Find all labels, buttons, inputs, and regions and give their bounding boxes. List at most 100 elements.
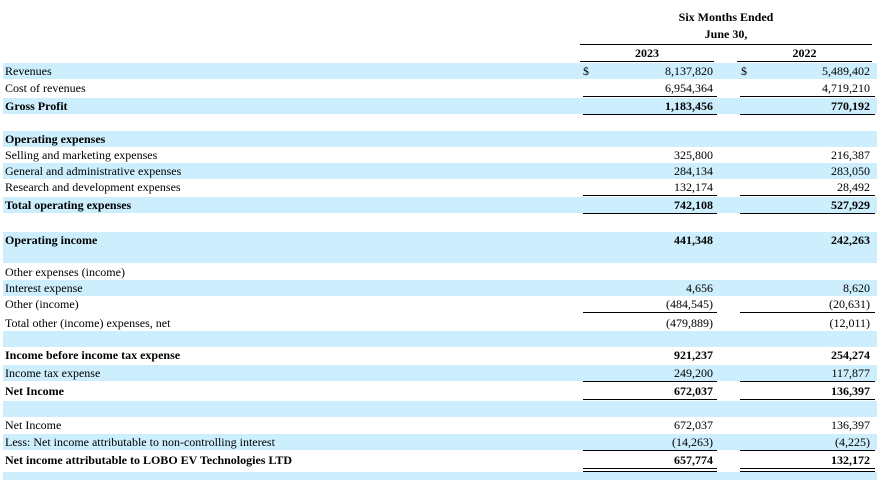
value-2023: 672,037: [674, 418, 713, 432]
spacer-row: [3, 115, 877, 131]
row-label: Other expenses (income): [5, 265, 125, 279]
value-2022: (12,011): [829, 316, 870, 330]
row-label: Revenues: [5, 64, 52, 78]
value-2023: 921,237: [674, 348, 713, 362]
value-2022: 4,719,210: [822, 81, 870, 95]
spacer-row: [3, 214, 877, 230]
row-label: Interest expense: [5, 281, 83, 295]
double-underline-rule: [740, 468, 875, 472]
value-2023: (479,889): [666, 316, 713, 330]
period-header-rule: [580, 44, 872, 45]
currency-symbol-2022: $: [741, 64, 747, 78]
table-row-net-income: Net Income 672,037 136,397: [3, 383, 877, 403]
value-2022: 136,397: [831, 384, 870, 398]
value-2022: 136,397: [831, 418, 870, 432]
spacer-row: [3, 331, 877, 347]
table-row-income-tax-expense: Income tax expense 249,200 117,877: [3, 365, 877, 382]
underline-rule: [583, 450, 717, 451]
underline-rule: [740, 312, 875, 313]
value-2022: 254,274: [831, 348, 870, 362]
value-2022: (20,631): [829, 297, 870, 311]
underline-rule: [583, 114, 717, 115]
underline-rule: [583, 381, 717, 382]
table-row-income-before-tax: Income before income tax expense 921,237…: [3, 347, 877, 363]
spacer-row: [3, 248, 877, 263]
row-label: Research and development expenses: [5, 180, 181, 194]
underline-rule: [740, 114, 875, 115]
year-2023-header: 2023: [635, 46, 659, 60]
value-2023: 1,183,456: [665, 99, 713, 113]
value-2022: 132,172: [831, 453, 870, 467]
row-label: Cost of revenues: [5, 81, 86, 95]
row-label: Operating expenses: [5, 132, 106, 146]
underline-rule: [583, 96, 717, 97]
table-row-general-admin: General and administrative expenses 284,…: [3, 163, 877, 179]
row-label: Net Income: [5, 384, 64, 398]
value-2023: 6,954,364: [665, 81, 713, 95]
row-label: Total operating expenses: [5, 198, 132, 212]
row-label: Other (income): [5, 297, 79, 311]
row-label: Income before income tax expense: [5, 348, 181, 362]
value-2023: 325,800: [674, 148, 713, 162]
value-2022: 8,620: [843, 281, 870, 295]
value-2023: (484,545): [666, 297, 713, 311]
table-row-interest-expense: Interest expense 4,656 8,620: [3, 280, 877, 296]
value-2022: 28,492: [837, 180, 870, 194]
value-2023: 657,774: [674, 453, 713, 467]
table-row-net-income-attributable: Net income attributable to LOBO EV Techn…: [3, 452, 877, 472]
underline-rule: [740, 195, 875, 196]
row-label: Operating income: [5, 233, 98, 247]
underline-rule: [583, 213, 717, 214]
row-label: Gross Profit: [5, 99, 68, 113]
underline-rule: [583, 312, 717, 313]
row-label: Income tax expense: [5, 366, 101, 380]
value-2022: 283,050: [831, 164, 870, 178]
table-row-revenues: Revenues $ 8,137,820 $ 5,489,402: [3, 63, 877, 79]
value-2023: 742,108: [674, 198, 713, 212]
table-row-total-operating-expenses: Total operating expenses 742,108 527,929: [3, 197, 877, 214]
row-label: Selling and marketing expenses: [5, 148, 158, 162]
value-2022: 117,877: [831, 366, 870, 380]
value-2022: 770,192: [831, 99, 870, 113]
row-label: General and administrative expenses: [5, 164, 182, 178]
table-row-operating-income: Operating income 441,348 242,263: [3, 232, 877, 248]
underline-rule: [740, 381, 875, 382]
double-underline-rule: [583, 468, 717, 472]
year-header-rule-2022: [737, 61, 872, 62]
row-label: Total other (income) expenses, net: [5, 316, 171, 330]
value-2023: 284,134: [674, 164, 713, 178]
value-2023: 132,174: [674, 180, 713, 194]
table-row-research-development: Research and development expenses 132,17…: [3, 179, 877, 196]
value-2023: (14,263): [672, 435, 713, 449]
value-2022: 5,489,402: [822, 64, 870, 78]
table-row-gross-profit: Gross Profit 1,183,456 770,192: [3, 98, 877, 115]
table-row-total-other: Total other (income) expenses, net (479,…: [3, 315, 877, 332]
underline-rule: [583, 195, 717, 196]
value-2022: (4,225): [835, 435, 870, 449]
value-2022: 242,263: [831, 233, 870, 247]
table-row-cost-of-revenues: Cost of revenues 6,954,364 4,719,210: [3, 80, 877, 97]
row-label: Less: Net income attributable to non-con…: [5, 435, 275, 449]
spacer-row: [3, 401, 877, 417]
table-row-noncontrolling-interest: Less: Net income attributable to non-con…: [3, 434, 877, 451]
table-row-other-expenses-heading: Other expenses (income): [3, 264, 877, 280]
period-header-line2: June 30,: [704, 27, 748, 41]
period-header-line1: Six Months Ended: [678, 10, 774, 24]
value-2023: 672,037: [674, 384, 713, 398]
value-2023: 441,348: [674, 233, 713, 247]
underline-rule: [740, 213, 875, 214]
table-row-selling-marketing: Selling and marketing expenses 325,800 2…: [3, 147, 877, 163]
spacer-row: [3, 472, 877, 480]
year-header-rule-2023: [580, 61, 714, 62]
currency-symbol-2023: $: [583, 64, 589, 78]
table-row-net-income-repeat: Net Income 672,037 136,397: [3, 417, 877, 433]
row-label: Net Income: [5, 418, 62, 432]
table-row-operating-expenses-heading: Operating expenses: [3, 131, 877, 147]
value-2022: 216,387: [831, 148, 870, 162]
value-2022: 527,929: [831, 198, 870, 212]
table-row-other-income: Other (income) (484,545) (20,631): [3, 296, 877, 313]
value-2023: 4,656: [686, 281, 713, 295]
underline-rule: [740, 450, 875, 451]
value-2023: 8,137,820: [665, 64, 713, 78]
value-2023: 249,200: [674, 366, 713, 380]
